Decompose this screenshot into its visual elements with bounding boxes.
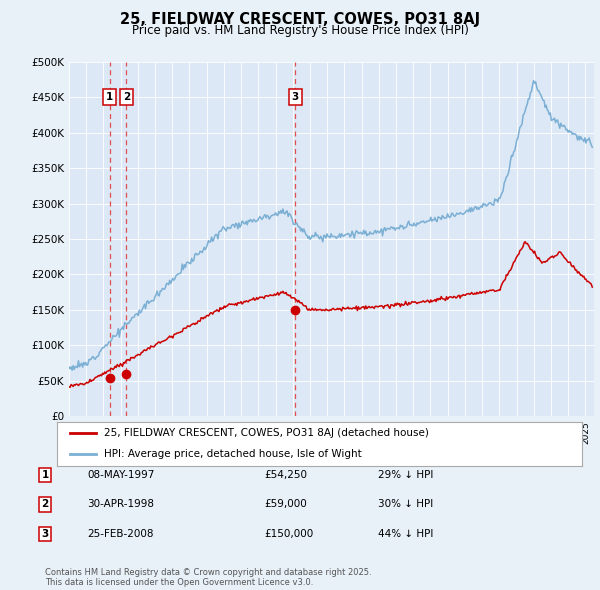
Text: 29% ↓ HPI: 29% ↓ HPI (378, 470, 433, 480)
Text: 3: 3 (41, 529, 49, 539)
Text: Contains HM Land Registry data © Crown copyright and database right 2025.
This d: Contains HM Land Registry data © Crown c… (45, 568, 371, 587)
Text: 2: 2 (122, 93, 130, 102)
Text: 3: 3 (292, 93, 299, 102)
Text: £54,250: £54,250 (264, 470, 307, 480)
Text: 25, FIELDWAY CRESCENT, COWES, PO31 8AJ (detached house): 25, FIELDWAY CRESCENT, COWES, PO31 8AJ (… (104, 428, 429, 438)
Text: 30% ↓ HPI: 30% ↓ HPI (378, 500, 433, 509)
Text: 44% ↓ HPI: 44% ↓ HPI (378, 529, 433, 539)
Text: £59,000: £59,000 (264, 500, 307, 509)
Text: 25, FIELDWAY CRESCENT, COWES, PO31 8AJ: 25, FIELDWAY CRESCENT, COWES, PO31 8AJ (120, 12, 480, 27)
Text: Price paid vs. HM Land Registry's House Price Index (HPI): Price paid vs. HM Land Registry's House … (131, 24, 469, 37)
Text: 1: 1 (106, 93, 113, 102)
Text: 2: 2 (41, 500, 49, 509)
Text: £150,000: £150,000 (264, 529, 313, 539)
Text: 30-APR-1998: 30-APR-1998 (87, 500, 154, 509)
Text: 25-FEB-2008: 25-FEB-2008 (87, 529, 154, 539)
Text: 08-MAY-1997: 08-MAY-1997 (87, 470, 154, 480)
Text: 1: 1 (41, 470, 49, 480)
Text: HPI: Average price, detached house, Isle of Wight: HPI: Average price, detached house, Isle… (104, 449, 362, 458)
